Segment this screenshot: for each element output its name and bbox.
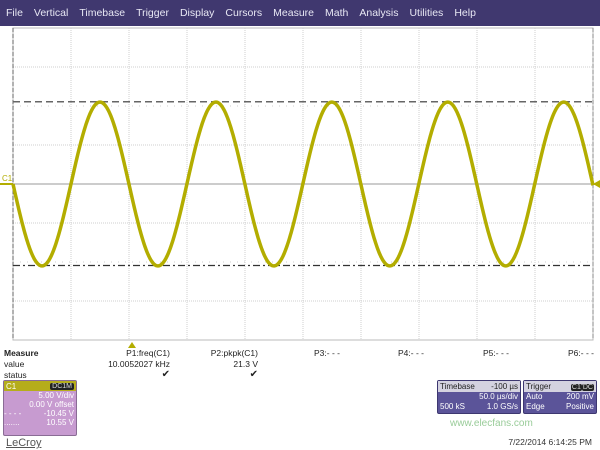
menu-cursors[interactable]: Cursors — [225, 7, 263, 19]
p1-status-check-icon: ✔ — [161, 369, 170, 380]
timebase-label: Timebase — [440, 382, 475, 391]
p1-value: 10.0052027 kHz — [108, 359, 170, 369]
menu-vertical[interactable]: Vertical — [33, 7, 69, 19]
lecroy-logo: LeCroy — [6, 437, 42, 449]
menu-analysis[interactable]: Analysis — [359, 7, 399, 19]
c1-label: C1 — [6, 381, 17, 391]
trigger-descriptor[interactable]: Trigger C1 DC Auto 200 mV Edge Positive — [523, 380, 597, 414]
channel-marker-c1: C1 — [2, 174, 13, 183]
trigger-position-marker-icon — [128, 342, 136, 348]
c1-cursor1: -10.45 V — [43, 409, 74, 418]
menu-trigger[interactable]: Trigger — [136, 7, 169, 19]
measure-title: Measure — [4, 348, 39, 358]
trigger-mode: Auto — [526, 392, 543, 401]
trigger-type: Edge — [526, 402, 545, 411]
menu-math[interactable]: Math — [325, 7, 349, 19]
menu-measure[interactable]: Measure — [273, 7, 315, 19]
trigger-source-badge: C1 — [570, 384, 582, 391]
waveform-trace-c1 — [11, 100, 595, 268]
menu-display[interactable]: Display — [179, 7, 215, 19]
timebase-delay: -100 µs — [491, 382, 518, 391]
measure-status-label: status — [4, 370, 27, 380]
measure-value-label: value — [4, 359, 25, 369]
p2-value: 21.3 V — [233, 359, 258, 369]
menu-timebase[interactable]: Timebase — [79, 7, 126, 19]
menu-bar: File Vertical Timebase Trigger Display Cursor… — [0, 0, 600, 26]
c1-cursor2: 10.55 V — [46, 418, 74, 427]
p4-name[interactable]: P4:- - - — [398, 348, 424, 358]
menu-file[interactable]: File — [6, 7, 23, 19]
c1-offset: 0.00 V offset — [29, 400, 74, 409]
p3-name[interactable]: P3:- - - — [314, 348, 340, 358]
p2-status-check-icon: ✔ — [249, 369, 258, 380]
p2-name[interactable]: P2:pkpk(C1) — [210, 348, 258, 358]
trigger-level: 200 mV — [566, 392, 594, 401]
p1-name[interactable]: P1:freq(C1) — [126, 348, 170, 358]
channel-c1-descriptor[interactable]: C1 DC1M 5.00 V/div 0.00 V offset - - - - -… — [3, 380, 77, 436]
datetime: 7/22/2014 6:14:25 PM — [508, 437, 592, 447]
timebase-rate: 1.0 GS/s — [486, 402, 518, 411]
trigger-level-marker-icon — [593, 180, 600, 188]
menu-help[interactable]: Help — [454, 7, 476, 19]
cursor1-line-icon: - - - - — [4, 409, 22, 418]
timebase-samples: 500 kS — [440, 402, 465, 411]
waveform-display: C1 — [0, 27, 600, 348]
timebase-descriptor[interactable]: Timebase -100 µs 50.0 µs/div 500 kS 1.0 GS… — [437, 380, 521, 414]
c1-coupling-badge: DC1M — [50, 382, 74, 390]
p6-name[interactable]: P6:- - - — [568, 348, 594, 358]
menu-utilities[interactable]: Utilities — [409, 7, 444, 19]
p5-name[interactable]: P5:- - - — [483, 348, 509, 358]
trigger-label: Trigger — [526, 382, 552, 391]
timebase-tdiv: 50.0 µs/div — [479, 392, 518, 401]
cursor2-line-icon: ....... — [4, 418, 20, 427]
c1-vdiv: 5.00 V/div — [38, 391, 74, 400]
trigger-slope: Positive — [565, 402, 594, 411]
watermark: www.elecfans.com — [450, 418, 533, 429]
trigger-coupling-badge: DC — [581, 384, 594, 391]
